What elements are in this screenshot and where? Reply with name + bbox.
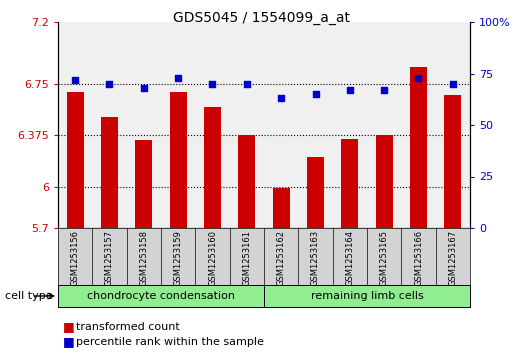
Point	[277, 95, 286, 101]
Text: remaining limb cells: remaining limb cells	[311, 291, 424, 301]
Text: transformed count: transformed count	[76, 322, 180, 332]
Text: GSM1253167: GSM1253167	[448, 230, 457, 286]
Text: GSM1253165: GSM1253165	[380, 230, 389, 286]
Point	[140, 85, 148, 91]
Point	[243, 81, 251, 87]
Text: GSM1253162: GSM1253162	[277, 230, 286, 286]
Bar	[272, 188, 290, 228]
Bar	[307, 156, 324, 228]
Text: GSM1253166: GSM1253166	[414, 230, 423, 286]
Point	[346, 87, 354, 93]
Text: GSM1253158: GSM1253158	[139, 230, 149, 286]
Bar	[238, 135, 255, 228]
Point	[208, 81, 217, 87]
Bar	[204, 107, 221, 228]
Point	[380, 87, 389, 93]
Point	[105, 81, 113, 87]
Bar	[58, 285, 264, 307]
Point	[71, 77, 79, 83]
Text: GSM1253163: GSM1253163	[311, 230, 320, 286]
Text: GSM1253164: GSM1253164	[345, 230, 355, 286]
Bar	[376, 135, 393, 228]
Bar	[410, 67, 427, 228]
Text: chondrocyte condensation: chondrocyte condensation	[87, 291, 235, 301]
Text: GSM1253156: GSM1253156	[71, 230, 79, 286]
Text: cell type: cell type	[5, 291, 53, 301]
Text: GSM1253157: GSM1253157	[105, 230, 114, 286]
Bar	[444, 95, 461, 228]
Text: percentile rank within the sample: percentile rank within the sample	[76, 337, 264, 347]
Text: ■: ■	[63, 321, 75, 334]
Text: GSM1253161: GSM1253161	[242, 230, 252, 286]
Bar	[101, 117, 118, 228]
Point	[174, 75, 183, 81]
Bar	[66, 92, 84, 228]
Text: GSM1253160: GSM1253160	[208, 230, 217, 286]
Bar	[264, 285, 470, 307]
Bar	[135, 140, 152, 228]
Point	[414, 75, 423, 81]
Point	[449, 81, 457, 87]
Text: ■: ■	[63, 335, 75, 348]
Text: GSM1253159: GSM1253159	[174, 230, 183, 286]
Bar	[341, 139, 358, 228]
Point	[311, 91, 320, 97]
Text: GDS5045 / 1554099_a_at: GDS5045 / 1554099_a_at	[173, 11, 350, 25]
Bar	[169, 92, 187, 228]
